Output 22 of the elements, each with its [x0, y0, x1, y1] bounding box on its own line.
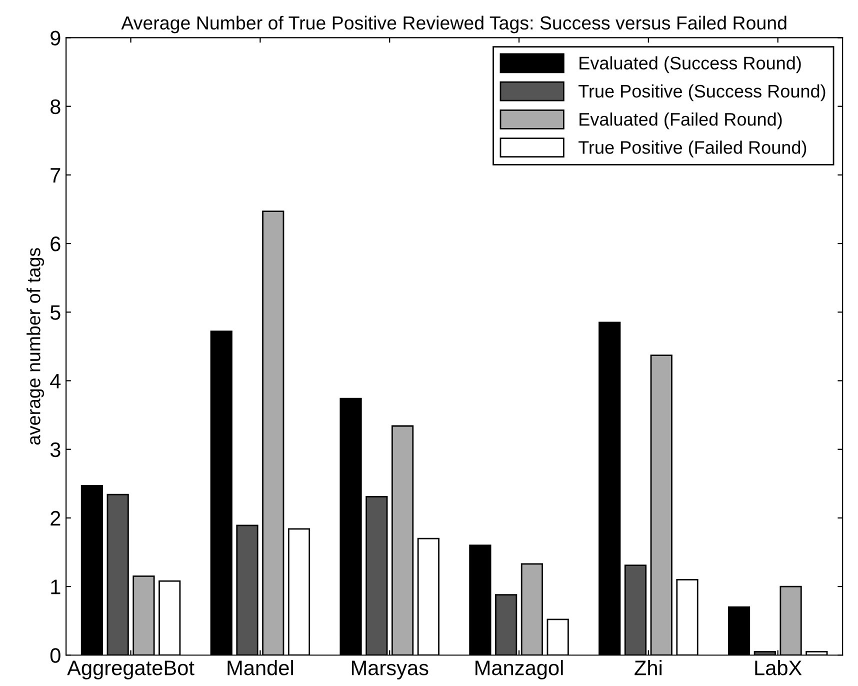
x-tick-label: Zhi	[634, 660, 662, 676]
x-tick-label: Mandel	[228, 660, 293, 676]
x-tick-label: Manzagol	[476, 660, 563, 680]
y-tick-label: 9	[50, 30, 60, 46]
y-axis-title: average number of tags	[26, 248, 44, 445]
y-tick-label: 7	[50, 168, 60, 182]
y-tick-label: 4	[50, 374, 61, 388]
y-tick-label: 6	[50, 236, 60, 252]
y-tick-label: 3	[50, 442, 60, 458]
chart-title: Average Number of True Positive Reviewed Tags: Success versus Failed Round	[121, 16, 786, 34]
x-tick-label: AggregateBot	[67, 660, 194, 680]
legend-label: Evaluated (Failed Round)	[580, 112, 782, 130]
legend-label: True Positive (Failed Round)	[578, 140, 806, 158]
y-tick-label: 0	[50, 648, 60, 663]
x-tick-label: LabX	[755, 660, 802, 676]
legend-label: Evaluated (Success Round)	[580, 56, 801, 74]
y-tick-label: 8	[50, 99, 60, 114]
y-tick-label: 5	[50, 305, 60, 320]
legend-label: True Positive (Success Round)	[578, 84, 826, 102]
y-tick-label: 1	[51, 580, 60, 594]
y-tick-label: 2	[50, 510, 60, 526]
x-tick-label: Marsyas	[352, 660, 428, 680]
